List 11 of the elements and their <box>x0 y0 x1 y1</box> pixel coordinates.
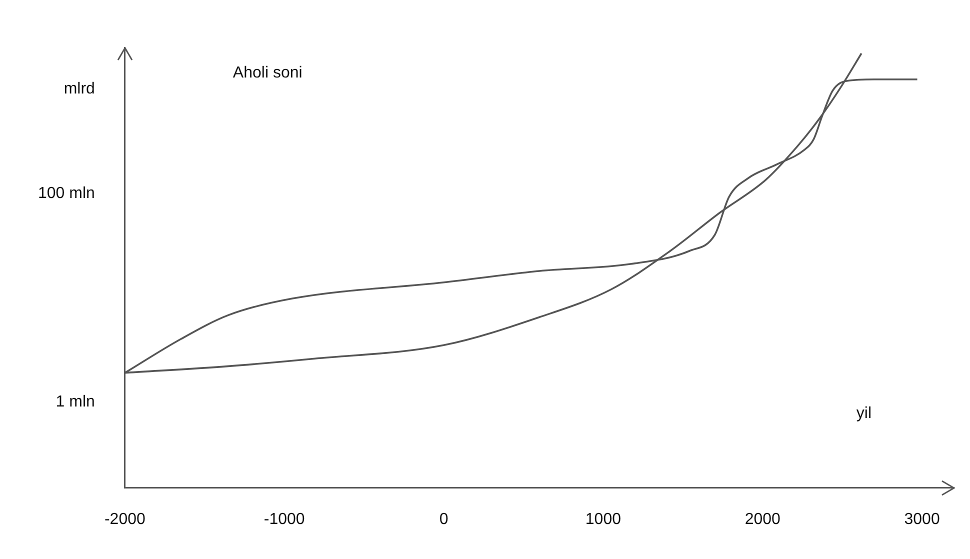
y-axis-title: Aholi soni <box>232 64 302 82</box>
y-tick-label: 1 mln <box>56 393 95 410</box>
x-tick-label: -2000 <box>104 510 146 528</box>
x-axis-title: yil <box>856 404 872 422</box>
x-tick-label: 1000 <box>585 510 622 528</box>
x-tick-label: -1000 <box>264 510 305 528</box>
x-tick-label: 3000 <box>904 510 940 528</box>
y-tick-label: 100 mln <box>38 184 95 202</box>
x-tick-label: 2000 <box>744 510 781 528</box>
y-tick-label: mlrd <box>64 80 95 98</box>
x-tick-label: 0 <box>439 510 448 528</box>
